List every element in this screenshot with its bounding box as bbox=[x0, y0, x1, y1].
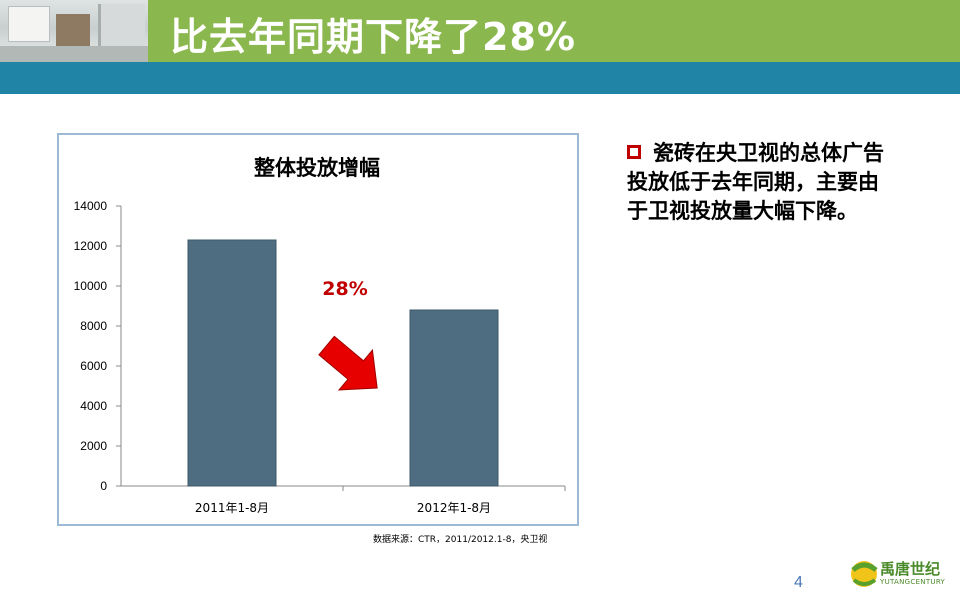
y-tick-label: 14000 bbox=[74, 199, 108, 213]
header-band bbox=[0, 62, 960, 94]
y-tick-label: 4000 bbox=[80, 399, 107, 413]
header-photo bbox=[0, 0, 148, 62]
down-arrow-icon bbox=[318, 335, 378, 391]
bar bbox=[187, 239, 277, 487]
company-logo: 禹唐世纪 YUTANGCENTURY bbox=[850, 556, 958, 594]
title-bar: 比去年同期下降了28% bbox=[148, 0, 960, 62]
y-tick-label: 10000 bbox=[74, 279, 108, 293]
page-number: 4 bbox=[794, 574, 803, 591]
x-tick-label: 2012年1-8月 bbox=[417, 501, 491, 515]
y-tick-label: 6000 bbox=[80, 359, 107, 373]
chart-frame: 整体投放增幅 0 2000 4000 6000 8000 10000 12000 14000 2… bbox=[57, 133, 579, 526]
logo-text: 禹唐世纪 bbox=[880, 560, 941, 578]
bullet-square-icon bbox=[627, 145, 641, 159]
chart-title: 整体投放增幅 bbox=[254, 156, 380, 180]
y-tick-label: 2000 bbox=[80, 439, 107, 453]
slide-title: 比去年同期下降了28% bbox=[170, 15, 576, 59]
logo-ball-icon bbox=[851, 561, 878, 587]
y-tick-label: 8000 bbox=[80, 319, 107, 333]
bar-chart: 整体投放增幅 0 2000 4000 6000 8000 10000 12000 14000 2… bbox=[74, 156, 566, 515]
x-tick-label: 2011年1-8月 bbox=[195, 501, 269, 515]
bar bbox=[409, 309, 499, 487]
y-tick-label: 12000 bbox=[74, 239, 108, 253]
change-annotation: 28% bbox=[322, 278, 367, 300]
bullet-text: 瓷砖在央卫视的总体广告投放低于去年同期，主要由于卫视投放量大幅下降。 bbox=[627, 141, 884, 223]
y-tick-label: 0 bbox=[100, 479, 107, 493]
logo-subtext: YUTANGCENTURY bbox=[880, 578, 946, 586]
source-note: 数据来源：CTR，2011/2012.1-8，央卫视 bbox=[373, 535, 548, 545]
